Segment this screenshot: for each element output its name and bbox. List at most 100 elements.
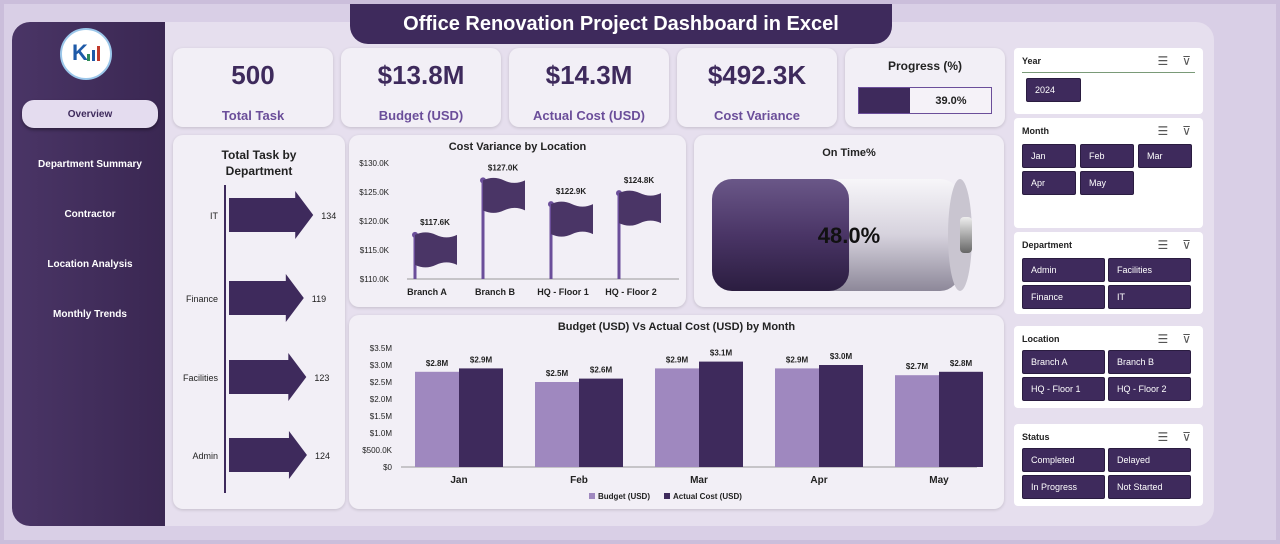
clear-filter-icon[interactable]: ⊽ [1182,238,1191,252]
slicer-status: Status ☰ ⊽ Completed Delayed In Progress… [1014,424,1203,506]
slicer-chip[interactable]: Apr [1022,171,1076,195]
data-label: $2.8M [426,359,449,368]
chart-on-time: On Time% 48.0% [694,135,1004,307]
month-chart-svg: $0 $500.0K $1.0M $1.5M $2.0M $2.5M $3.0M $3.5M $… [362,344,983,501]
category-label: Branch A [407,287,447,297]
bar [579,378,623,467]
category-label: May [929,475,949,486]
clear-filter-icon[interactable]: ⊽ [1182,124,1191,138]
category-label: Admin [192,451,218,461]
slicer-title: Department [1022,240,1073,250]
multi-select-icon[interactable]: ☰ [1157,238,1169,252]
y-tick-label: $500.0K [362,446,392,455]
slicer-chip[interactable]: Jan [1022,144,1076,168]
slicer-chip[interactable]: Delayed [1108,448,1191,472]
slicer-chip[interactable]: HQ - Floor 1 [1022,377,1105,401]
kpi-label: Actual Cost (USD) [533,108,645,123]
chart-title: Cost Variance by Location [448,141,587,153]
bar [819,365,863,467]
bar [939,371,983,467]
slicer-chip[interactable]: May [1080,171,1134,195]
bar [415,371,459,467]
slicer-chip[interactable]: Admin [1022,258,1105,282]
battery-svg: 48.0% [712,179,972,291]
legend-swatch [589,493,595,499]
arrow-bar [229,274,304,322]
slicer-chip[interactable]: Facilities [1108,258,1191,282]
progress-fill [859,88,911,113]
category-label: Feb [570,475,588,486]
slicer-chip[interactable]: Branch A [1022,350,1105,374]
slicer-chip[interactable]: IT [1108,285,1191,309]
data-label: $3.0M [830,352,853,361]
slicer-title: Location [1022,334,1060,344]
kpi-budget: $13.8M Budget (USD) [341,48,501,127]
kpi-label: Total Task [221,108,285,123]
y-tick-label: $130.0K [359,159,389,168]
bar [535,382,579,467]
category-label: Branch B [475,287,516,297]
progress-title: Progress (%) [887,59,963,73]
category-label: HQ - Floor 1 [537,287,589,297]
multi-select-icon[interactable]: ☰ [1157,332,1169,346]
data-label: $2.7M [906,362,929,371]
page-title: Office Renovation Project Dashboard in E… [350,4,892,44]
nav-item-department-summary[interactable]: Department Summary [38,158,142,170]
slicer-title: Year [1022,56,1042,66]
chart-title: On Time% [822,147,876,159]
value-label: 124 [315,451,330,461]
y-tick-label: $115.0K [360,246,390,255]
slicer-chip[interactable]: HQ - Floor 2 [1108,377,1191,401]
y-tick-label: $110.0K [360,275,390,284]
flag-bar [483,177,525,213]
slicer-chip[interactable]: Branch B [1108,350,1191,374]
nav-item-location-analysis[interactable]: Location Analysis [47,258,133,270]
slicer-chip[interactable]: In Progress [1022,475,1105,499]
kpi-progress: Progress (%) 39.0% [845,48,1005,127]
slicer-chip[interactable]: 2024 [1026,78,1081,102]
slicer-chip[interactable]: Finance [1022,285,1105,309]
flag-bar [415,232,457,268]
multi-select-icon[interactable]: ☰ [1157,430,1169,444]
slicer-title: Status [1022,432,1050,442]
multi-select-icon[interactable]: ☰ [1157,54,1169,68]
data-label: $3.1M [710,349,733,358]
y-tick-label: $1.0M [370,429,393,438]
flag-bar [551,201,593,237]
value-label: 119 [312,294,326,304]
slicer-chip[interactable]: Mar [1138,144,1192,168]
slicer-year: Year ☰ ⊽ 2024 [1014,48,1203,114]
category-label: Facilities [183,373,219,383]
y-tick-label: $2.0M [370,395,393,404]
data-label: $2.9M [470,355,493,364]
company-logo: K [60,28,112,80]
slicer-department: Department ☰ ⊽ Admin Facilities Finance … [1014,232,1203,314]
kpi-value: $13.8M [377,60,465,90]
category-label: HQ - Floor 2 [605,287,657,297]
slicer-chip[interactable]: Feb [1080,144,1134,168]
category-label: Mar [690,475,708,486]
clear-filter-icon[interactable]: ⊽ [1182,332,1191,346]
slicer-chip[interactable]: Completed [1022,448,1105,472]
y-tick-label: $125.0K [359,188,389,197]
arrow-bar [229,191,314,239]
data-label: $117.6K [420,218,450,227]
category-label: Finance [186,294,218,304]
legend-swatch [664,493,670,499]
clear-filter-icon[interactable]: ⊽ [1182,54,1191,68]
flag-bar [619,190,661,226]
nav-item-monthly-trends[interactable]: Monthly Trends [53,308,127,320]
clear-filter-icon[interactable]: ⊽ [1182,430,1191,444]
kpi-value: $14.3M [545,60,633,90]
kpi-total-task: 500 Total Task [173,48,333,127]
value-label: 123 [314,373,329,383]
loc-chart-svg: $110.0K $115.0K $120.0K $125.0K $130.0K $117.… [359,159,679,297]
slicer-chip[interactable]: Not Started [1108,475,1191,499]
multi-select-icon[interactable]: ☰ [1157,124,1169,138]
slicer-panel: Year ☰ ⊽ 2024 Month ☰ ⊽ Jan Feb Mar Apr … [1014,48,1203,514]
category-label: Jan [450,475,467,486]
data-label: $127.0K [488,163,518,172]
nav-item-overview[interactable]: Overview [22,100,158,128]
nav-item-contractor[interactable]: Contractor [64,208,116,220]
bar [655,368,699,467]
